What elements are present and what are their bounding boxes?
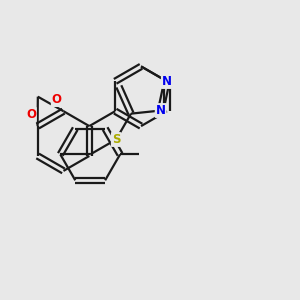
- Text: O: O: [52, 93, 62, 106]
- Text: O: O: [26, 108, 36, 121]
- Text: N: N: [162, 75, 172, 88]
- Text: S: S: [112, 133, 120, 146]
- Text: N: N: [156, 104, 166, 117]
- Text: N: N: [162, 75, 172, 88]
